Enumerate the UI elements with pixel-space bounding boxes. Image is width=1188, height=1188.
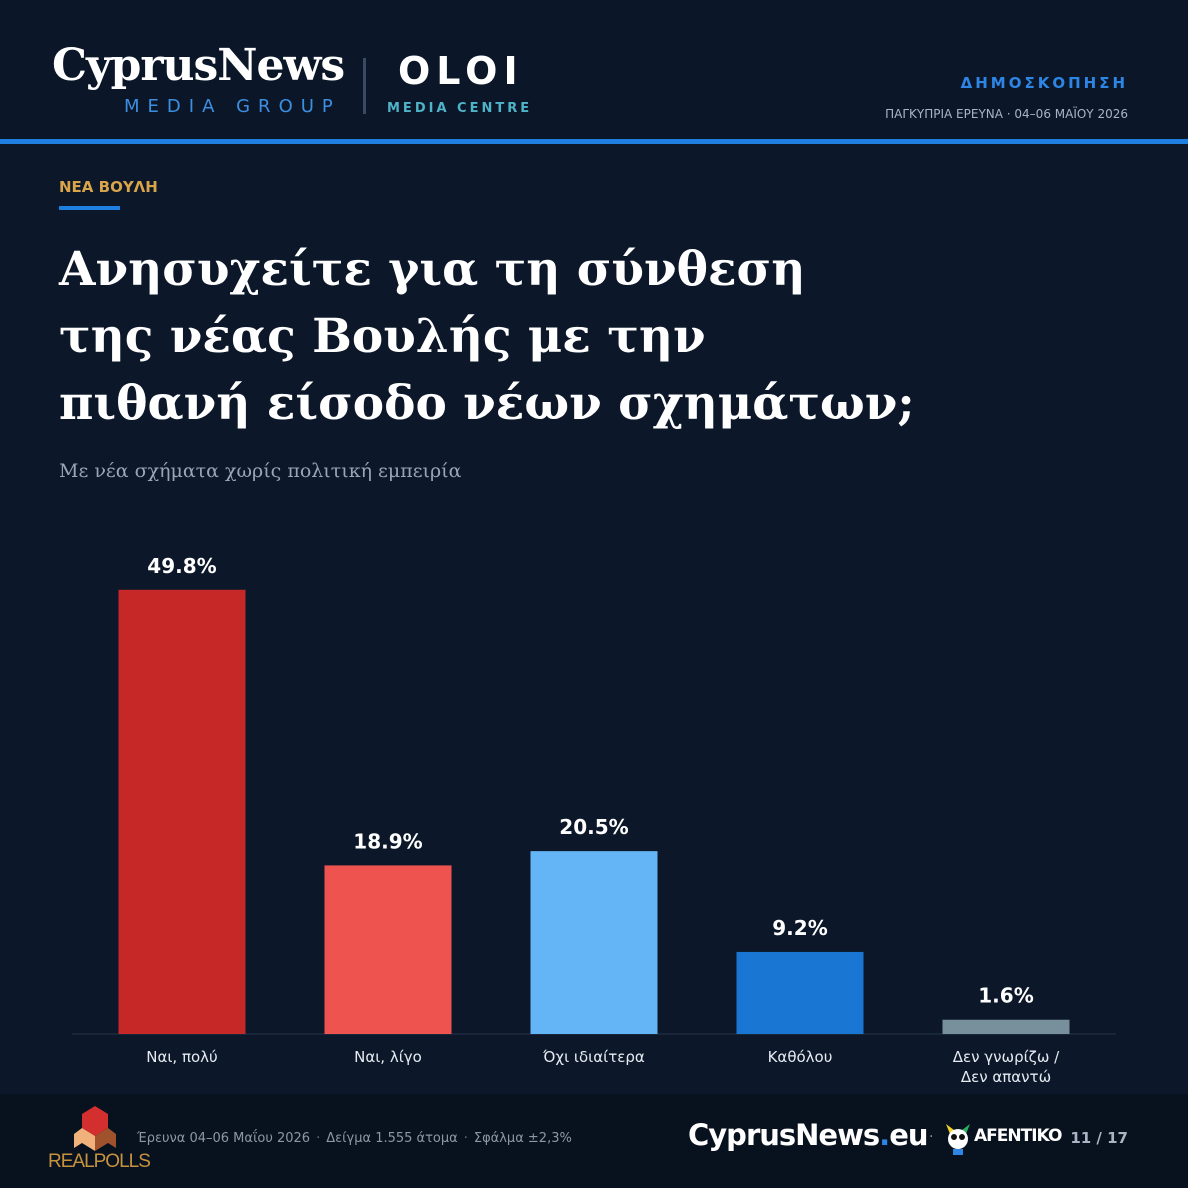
title-line: της νέας Βουλής με την <box>59 309 706 364</box>
footer <box>0 1094 1188 1188</box>
footer-note-dates: Έρευνα 04–06 Μαΐου 2026 <box>137 1131 311 1146</box>
bar <box>942 1019 1070 1034</box>
category-label: Ναι, πολύ <box>146 1048 217 1066</box>
footer-note: Έρευνα 04–06 Μαΐου 2026 · Δείγμα 1.555 άτο… <box>137 1131 572 1146</box>
realpolls-logo-text: REALPOLLS <box>48 1151 151 1172</box>
site-tld: eu <box>889 1118 928 1152</box>
section-label: ΝΕΑ ΒΟΥΛΗ <box>59 178 158 196</box>
header-survey-info: ΠΑΓΚΥΠΡΙΑ ΕΡΕΥΝΑ · 04–06 ΜΑΪΟΥ 2026 <box>885 107 1128 121</box>
cyprusnews-logo-subtitle: MEDIA GROUP <box>124 96 341 117</box>
title-line: πιθανή είσοδο νέων σχημάτων; <box>59 376 915 431</box>
afentiko-mascot-icon <box>946 1124 970 1155</box>
data-label: 9.2% <box>772 916 827 940</box>
cyprusnews-logo: CyprusNews <box>52 40 345 91</box>
category-label: Καθόλου <box>768 1048 833 1066</box>
category-label: Δεν απαντώ <box>961 1068 1051 1086</box>
page-indicator: 11 / 17 <box>1070 1129 1128 1147</box>
data-label: 18.9% <box>353 829 422 853</box>
title-line: Ανησυχείτε για τη σύνθεση <box>59 242 806 297</box>
header-rule <box>0 139 1188 144</box>
header-kicker: ΔΗΜΟΣΚΟΠΗΣΗ <box>960 74 1128 92</box>
section-underline <box>59 206 120 210</box>
data-label: 1.6% <box>978 984 1033 1008</box>
cyprusnews-site-logo[interactable]: CyprusNews.eu <box>688 1118 929 1152</box>
bar <box>530 851 658 1034</box>
brand-separator: · <box>929 1129 934 1145</box>
page-subtitle: Με νέα σχήματα χωρίς πολιτική εμπειρία <box>59 460 462 482</box>
header <box>0 0 1188 140</box>
footer-note-sample: Δείγμα 1.555 άτομα <box>326 1131 458 1146</box>
bar <box>324 865 452 1034</box>
category-label: Όχι ιδιαίτερα <box>542 1048 645 1066</box>
bar <box>118 589 246 1034</box>
category-label: Ναι, λίγο <box>354 1048 422 1066</box>
data-label: 20.5% <box>559 815 628 839</box>
bar-chart: 49.8% Ναι, πολύ 18.9% Ναι, λίγο 20.5% Όχι ιδι… <box>72 554 1116 1086</box>
data-label: 49.8% <box>147 554 216 578</box>
oloi-logo-subtitle: MEDIA CENTRE <box>387 101 533 116</box>
bar <box>736 951 864 1034</box>
afentiko-logo-text: AFENTIKO <box>974 1126 1062 1146</box>
footer-note-error: Σφάλμα ±2,3% <box>473 1131 572 1146</box>
category-label: Δεν γνωρίζω / <box>953 1048 1060 1066</box>
site-name: CyprusNews <box>688 1118 880 1152</box>
page-title: Ανησυχείτε για τη σύνθεση της νέας Βουλή… <box>59 236 939 437</box>
logo-divider <box>363 58 366 114</box>
oloi-logo: OLOI <box>398 49 524 93</box>
realpolls-logo-icon <box>74 1106 116 1151</box>
